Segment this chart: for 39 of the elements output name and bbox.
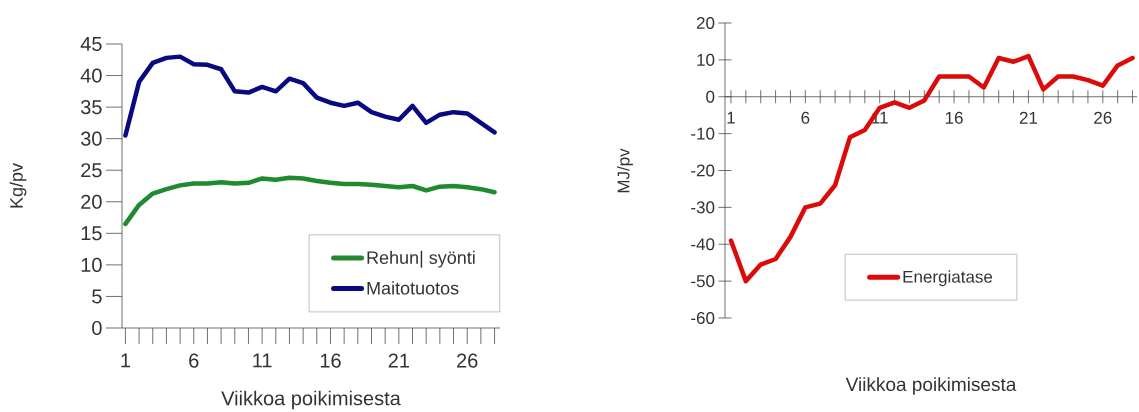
y-tick-label: 25 — [81, 163, 102, 178]
line-series — [123, 175, 497, 227]
legend-label: Rehun| syönti — [367, 250, 475, 268]
x-tick-label: 1 — [121, 353, 131, 368]
x-tick-label: 26 — [457, 353, 478, 368]
x-tick-label: 16 — [320, 353, 341, 368]
y-tick-label: -10 — [691, 127, 715, 140]
x-axis-title: Viikkoa poikimisesta — [845, 377, 1017, 395]
y-tick-label: 10 — [697, 53, 715, 66]
x-tick-label: 6 — [801, 111, 810, 124]
y-tick-label: -30 — [691, 201, 715, 214]
y-tick-label: -60 — [691, 311, 715, 325]
y-tick-label: 20 — [81, 194, 102, 209]
legend-label: Maitotuotos — [367, 281, 459, 295]
y-tick-label: 5 — [92, 289, 102, 304]
y-axis-title: MJ/pv — [617, 148, 633, 193]
y-tick-label: 30 — [80, 131, 102, 146]
y-tick-label: -50 — [691, 275, 715, 288]
y-tick-label: 10 — [81, 257, 102, 272]
x-tick-label: 21 — [1019, 111, 1038, 124]
x-tick-label: 16 — [945, 111, 963, 124]
legend-label: Energiatase — [903, 270, 993, 287]
y-tick-label: -40 — [691, 238, 715, 251]
y-axis-title: Kg/pv — [9, 163, 27, 208]
y-tick-label: 35 — [80, 100, 102, 115]
y-tick-label: 45 — [80, 37, 102, 51]
x-tick-label: 21 — [388, 353, 409, 368]
y-tick-label: 0 — [92, 320, 102, 336]
y-tick-label: -20 — [691, 164, 715, 177]
x-tick-label: 26 — [1094, 111, 1112, 124]
line-series — [123, 54, 497, 138]
y-tick-label: 40 — [80, 68, 102, 83]
y-tick-label: 20 — [696, 16, 715, 30]
x-tick-label: 1 — [727, 111, 735, 124]
x-tick-label: 11 — [253, 353, 272, 368]
x-axis-title: Viikkoa poikimisesta — [221, 390, 401, 410]
y-tick-label: 15 — [81, 226, 102, 241]
y-tick-label: 0 — [706, 90, 715, 103]
x-tick-label: 6 — [189, 353, 199, 368]
